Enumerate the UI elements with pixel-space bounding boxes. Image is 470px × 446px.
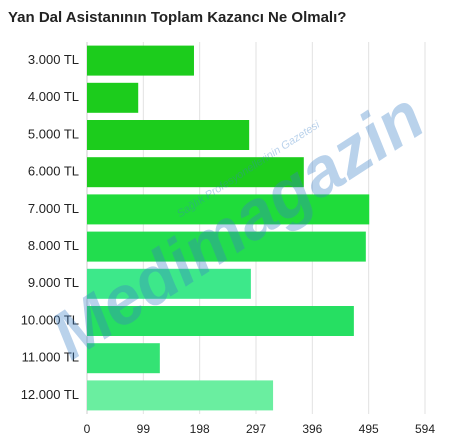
x-tick-label: 495 xyxy=(359,422,379,436)
y-tick-label: 3.000 TL xyxy=(28,52,79,67)
y-tick-label: 8.000 TL xyxy=(28,238,79,253)
y-tick-label: 9.000 TL xyxy=(28,275,79,290)
x-tick-label: 594 xyxy=(415,422,435,436)
bar xyxy=(87,343,160,374)
y-tick-label: 6.000 TL xyxy=(28,164,79,179)
y-tick-label: 7.000 TL xyxy=(28,201,79,216)
bar xyxy=(87,380,274,411)
x-tick-label: 198 xyxy=(190,422,210,436)
x-tick-label: 297 xyxy=(246,422,266,436)
bar xyxy=(87,120,250,150)
bar xyxy=(87,194,370,225)
chart-title: Yan Dal Asistanının Toplam Kazancı Ne Ol… xyxy=(8,9,346,26)
bar xyxy=(87,45,194,76)
y-tick-label: 4.000 TL xyxy=(28,89,79,104)
bar xyxy=(87,268,251,299)
y-tick-label: 12.000 TL xyxy=(21,387,79,402)
y-tick-label: 11.000 TL xyxy=(22,350,79,365)
y-tick-label: 10.000 TL xyxy=(21,312,79,327)
y-tick-label: 5.000 TL xyxy=(28,126,79,141)
bar xyxy=(87,231,366,262)
bar xyxy=(87,157,304,188)
bar xyxy=(87,306,354,336)
x-tick-label: 99 xyxy=(137,422,151,436)
x-tick-label: 0 xyxy=(84,422,91,436)
bar xyxy=(87,82,139,113)
x-tick-label: 396 xyxy=(302,422,322,436)
